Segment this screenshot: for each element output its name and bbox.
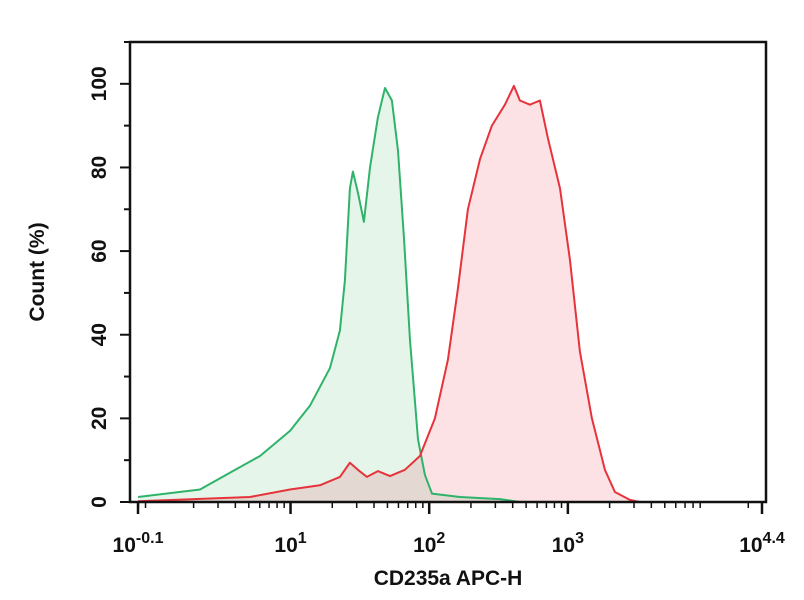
y-tick-label: 40 <box>88 323 111 346</box>
plot-frame <box>128 40 768 504</box>
series-layer <box>137 84 641 503</box>
x-tick-exp: 1 <box>298 530 307 547</box>
series-1-fill <box>138 85 640 503</box>
x-tick-exp: 3 <box>575 530 584 547</box>
x-axis-title: CD235a APC-H <box>374 567 523 590</box>
series-1-line <box>137 84 641 503</box>
x-tick-label: 103 <box>552 530 584 557</box>
y-tick-label: 20 <box>88 407 111 430</box>
series-0-fill <box>138 88 520 502</box>
x-tick-base: 10 <box>113 534 136 557</box>
x-tick-exp: -0.1 <box>136 530 164 547</box>
x-tick-label: 104.4 <box>739 530 785 557</box>
x-tick-base: 10 <box>739 534 762 557</box>
x-tick-label: 102 <box>413 530 445 557</box>
x-tick-base: 10 <box>413 534 436 557</box>
x-tick-label: 101 <box>274 530 306 557</box>
x-tick-exp: 4.4 <box>763 530 785 547</box>
y-tick-label: 0 <box>88 496 111 508</box>
y-axis-title: Count (%) <box>26 222 49 321</box>
y-tick-label: 80 <box>88 156 111 179</box>
x-tick-exp: 2 <box>436 530 445 547</box>
x-tick-label: 10-0.1 <box>113 530 164 557</box>
y-tick-label: 60 <box>88 239 111 262</box>
series-0-line <box>137 87 521 503</box>
x-tick-base: 10 <box>274 534 297 557</box>
x-tick-base: 10 <box>552 534 575 557</box>
y-tick-label: 100 <box>88 66 111 101</box>
